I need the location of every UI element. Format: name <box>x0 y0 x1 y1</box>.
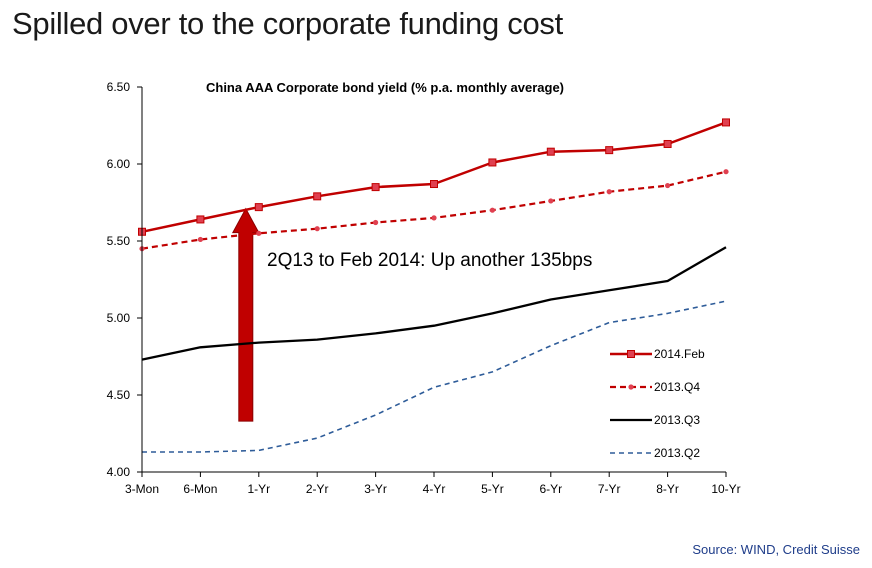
legend: 2014.Feb 2013.Q4 2013.Q3 2013.Q2 <box>610 347 705 460</box>
legend-label-q3_2013: 2013.Q3 <box>654 413 700 427</box>
series-marker-q4_2013 <box>373 219 379 226</box>
x-tick-label: 3-Mon <box>125 482 159 496</box>
x-tick-label: 7-Yr <box>598 482 621 496</box>
series-marker-feb2014 <box>605 146 614 155</box>
series-marker-q4_2013 <box>314 226 320 232</box>
series-marker-feb2014 <box>196 215 205 224</box>
x-tick-label: 10-Yr <box>711 482 740 496</box>
legend-marker-q4_2013 <box>628 384 634 390</box>
series-group <box>138 118 730 453</box>
x-tick-label: 2-Yr <box>306 482 329 496</box>
series-line-q2_2013 <box>142 300 727 453</box>
series-marker-q4_2013 <box>723 169 729 175</box>
annotation-text: 2Q13 to Feb 2014: Up another 135bps <box>267 250 592 271</box>
series-marker-q4_2013 <box>256 230 262 236</box>
series-marker-feb2014 <box>313 192 322 201</box>
series-marker-q4_2013 <box>606 189 612 195</box>
x-tick-label: 8-Yr <box>656 482 679 496</box>
annotation-arrow-group <box>231 207 260 422</box>
x-tick-label: 1-Yr <box>247 482 270 496</box>
y-tick-label: 5.00 <box>107 311 131 325</box>
legend-label-q4_2013: 2013.Q4 <box>654 380 700 394</box>
legend-label-feb2014: 2014.Feb <box>654 347 705 361</box>
chart-title: China AAA Corporate bond yield (% p.a. m… <box>206 80 564 95</box>
y-tick-label: 5.50 <box>107 234 131 248</box>
x-tick-label: 4-Yr <box>423 482 446 496</box>
y-tick-label: 4.50 <box>107 388 131 402</box>
series-marker-feb2014 <box>663 139 672 148</box>
x-tick-label: 5-Yr <box>481 482 504 496</box>
series-marker-feb2014 <box>430 180 438 189</box>
series-marker-feb2014 <box>254 203 263 212</box>
y-tick-label: 6.00 <box>107 157 131 171</box>
series-marker-feb2014 <box>488 158 497 167</box>
series-marker-q4_2013 <box>548 198 554 204</box>
series-line-q3_2013 <box>141 246 727 361</box>
x-tick-label: 6-Mon <box>183 482 217 496</box>
series-marker-feb2014 <box>546 147 555 156</box>
series-marker-feb2014 <box>371 183 380 192</box>
axes-group: 4.00 4.50 5.00 5.50 6.00 6.50 3-Mon 6-Mon 1-Yr 2-… <box>107 80 741 496</box>
x-tick-label: 6-Yr <box>539 482 562 496</box>
series-marker-q4_2013 <box>665 182 671 189</box>
legend-marker-feb2014 <box>627 350 635 358</box>
legend-label-q2_2013: 2013.Q2 <box>654 446 700 460</box>
series-marker-q4_2013 <box>489 207 495 213</box>
series-marker-feb2014 <box>722 118 730 127</box>
page-heading: Spilled over to the corporate funding co… <box>12 6 563 41</box>
annotation-arrow <box>231 207 260 422</box>
source-note: Source: WIND, Credit Suisse <box>692 542 860 557</box>
series-marker-q4_2013 <box>197 236 203 243</box>
y-tick-label: 6.50 <box>107 80 131 94</box>
series-marker-q4_2013 <box>431 215 437 221</box>
y-tick-label: 4.00 <box>107 465 131 479</box>
x-tick-label: 3-Yr <box>364 482 387 496</box>
